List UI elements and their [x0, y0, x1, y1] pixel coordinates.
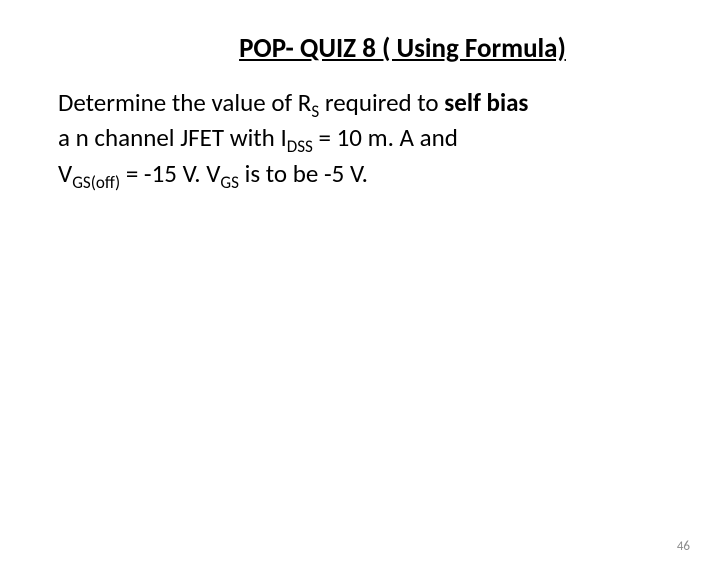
- text-segment: is to be -5 V.: [239, 158, 368, 189]
- slide-container: POP- QUIZ 8 ( Using Formula) Determine t…: [0, 32, 720, 572]
- text-segment: V: [58, 158, 72, 189]
- text-segment: a n channel JFET with I: [58, 122, 287, 153]
- text-segment: = 10 m. A and: [313, 122, 458, 153]
- subscript: DSS: [287, 136, 313, 157]
- title-text: POP- QUIZ 8 ( Using Formula): [239, 32, 566, 65]
- text-segment: = -15 V. V: [120, 158, 220, 189]
- text-segment: required to: [319, 87, 444, 118]
- subscript: GS(off): [72, 172, 120, 193]
- content-text: Determine the value of RS required to se…: [58, 87, 680, 193]
- text-segment: Determine the value of R: [58, 87, 311, 118]
- slide-content: Determine the value of RS required to se…: [58, 87, 680, 193]
- subscript: GS: [220, 172, 239, 193]
- page-number: 46: [677, 539, 690, 554]
- bold-text: self bias: [444, 87, 528, 118]
- slide-title: POP- QUIZ 8 ( Using Formula): [145, 32, 660, 65]
